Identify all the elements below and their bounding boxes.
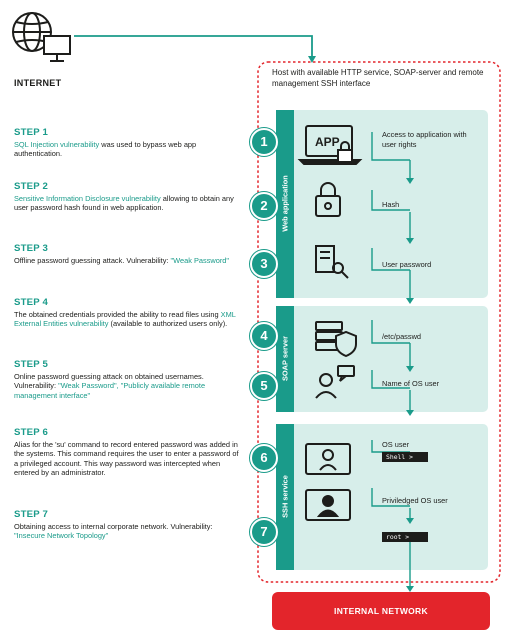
flow-arrowheads [406,178,414,592]
panel-label-ssh: SSH service [280,475,290,518]
step-title: STEP 7 [14,509,49,520]
flow-label-privileged: Priviledged OS user [382,496,448,505]
root-prompt: root > [382,532,428,542]
flow-label-os-user-name: Name of OS user [382,379,440,388]
user-chat-icon [315,365,355,399]
vulnerability-text: XML External Entities vulnerability [14,309,236,329]
internet-label: INTERNET [14,78,62,88]
step-text: allowing to obtain any user password has… [14,193,234,213]
step-text: The obtained credentials provided the ab… [14,309,221,319]
flow-label-hash: Hash [382,200,400,209]
step-title: STEP 5 [14,359,49,370]
step-4: STEP 4 The obtained credentials provided … [14,298,240,329]
step-number-5: 5 [250,372,278,400]
flow-label-user-password: User password [382,260,432,269]
step-title: STEP 4 [14,297,49,308]
vulnerability-text: Sensitive Information Disclosure vulnera… [14,193,161,203]
step-text: was used to bypass web app authenticatio… [14,139,197,159]
step-5: STEP 5 Online password guessing attack on… [14,360,240,400]
step-number-4: 4 [250,322,278,350]
step-6: STEP 6 Alias for the 'su' command to reco… [14,428,240,478]
vulnerability-text: SQL Injection vulnerability [14,139,100,149]
panel-label-soap: SOAP server [280,335,290,382]
app-laptop-icon [297,125,363,165]
vulnerability-text: "Insecure Network Topology" [14,531,109,541]
step-number-2: 2 [250,192,278,220]
step-description: Alias for the 'su' command to record ent… [14,440,240,478]
step-number-6: 6 [250,444,278,472]
vulnerability-text: "Weak Password" [170,255,230,265]
host-title: Host with available HTTP service, SOAP-s… [272,68,484,88]
step-description: Obtaining access to internal corporate n… [14,522,240,541]
step-description: Offline password guessing attack. Vulner… [14,256,240,266]
step-number-1: 1 [250,128,278,156]
step-number-7: 7 [250,518,278,546]
app-icon-text: APP [315,135,340,149]
step-text: (available to authorized users only). [108,319,228,329]
step-2: STEP 2 Sensitive Information Disclosure v… [14,182,240,213]
internal-network-box: INTERNAL NETWORK [272,592,490,630]
server-shield-icon [315,321,357,358]
step-description: SQL Injection vulnerability was used to … [14,140,240,159]
vulnerability-text: "Weak Password", "Publicly available rem… [14,381,206,400]
step-description: Online password guessing attack on obtai… [14,372,240,401]
step-text: Obtaining access to internal corporate n… [14,521,213,531]
internet-arrowhead [308,56,316,63]
step-3: STEP 3 Offline password guessing attack. … [14,244,240,265]
internet-icon [12,12,71,62]
flow-lines [371,132,411,588]
step-description: Sensitive Information Disclosure vulnera… [14,194,240,213]
lock-icon [315,182,341,217]
key-document-icon [315,245,349,279]
step-text: Offline password guessing attack. Vulner… [14,255,171,265]
soap-panel [276,306,488,412]
step-title: STEP 3 [14,243,49,254]
step-text: Alias for the 'su' command to record ent… [14,439,239,478]
step-number-3: 3 [250,250,278,278]
shell-prompt: Shell > [382,452,428,462]
step-text: Online password guessing attack on obtai… [14,371,204,391]
privileged-user-monitor-icon [305,489,351,521]
os-user-monitor-icon [305,443,351,475]
step-title: STEP 2 [14,181,49,192]
flow-label-os-user: OS user [382,440,410,449]
flow-label-access: Access to application with user rights [382,130,467,149]
step-title: STEP 1 [14,127,49,138]
internet-connector [74,35,313,58]
step-1: STEP 1 SQL Injection vulnerability was us… [14,128,240,159]
step-description: The obtained credentials provided the ab… [14,310,240,329]
step-title: STEP 6 [14,427,49,438]
step-7: STEP 7 Obtaining access to internal corpo… [14,510,240,541]
flow-label-passwd: /etc/passwd [382,332,422,341]
panel-label-web: Web application [280,175,290,232]
